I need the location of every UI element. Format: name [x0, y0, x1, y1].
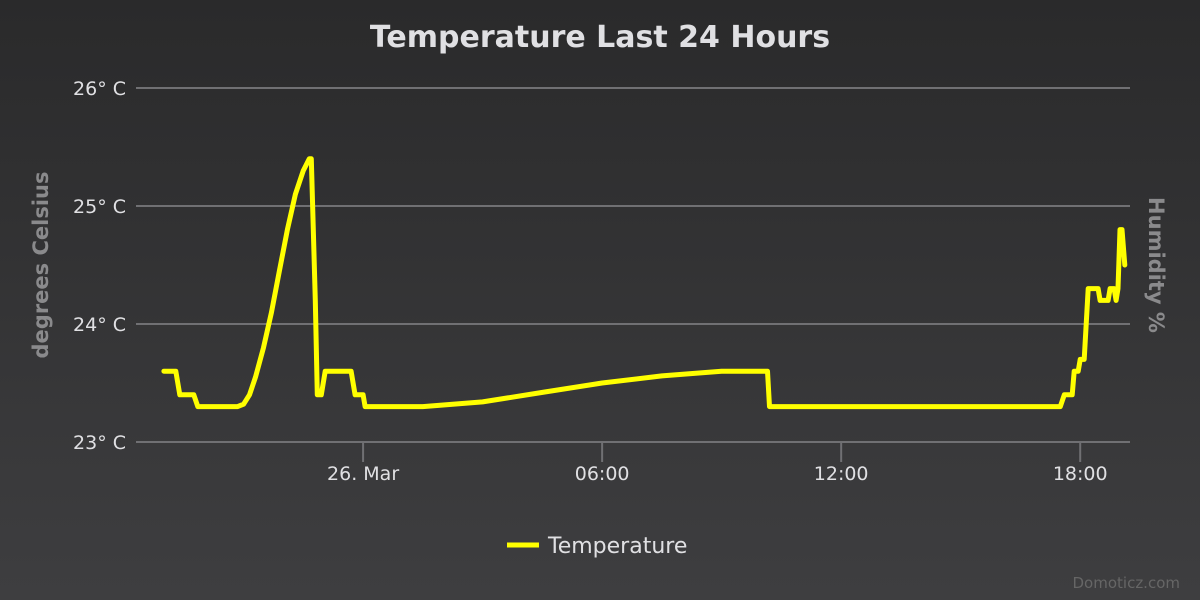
gridlines — [136, 87, 1130, 443]
y-tick-label: 26° C — [73, 78, 126, 100]
x-axis — [136, 441, 1130, 462]
x-tick-label: 06:00 — [575, 463, 630, 485]
legend-label-temperature[interactable]: Temperature — [547, 534, 687, 559]
series-line-temperature[interactable] — [161, 156, 1128, 410]
y-axis-tick-labels: 23° C 24° C 25° C 26° C — [73, 78, 126, 454]
y-tick-label: 24° C — [73, 314, 126, 336]
y-tick-label: 23° C — [73, 432, 126, 454]
legend[interactable]: Temperature — [507, 534, 687, 559]
credit-link[interactable]: Domoticz.com — [1073, 574, 1181, 592]
series-group — [161, 156, 1128, 410]
y-tick-label: 25° C — [73, 196, 126, 218]
y-axis-right-title: Humidity % — [1144, 197, 1168, 333]
x-tick-label: 18:00 — [1053, 463, 1108, 485]
x-tick-label: 12:00 — [814, 463, 869, 485]
x-tick-label: 26. Mar — [327, 463, 399, 485]
chart-title: Temperature Last 24 Hours — [370, 20, 830, 55]
y-axis-title: degrees Celsius — [29, 172, 53, 359]
x-axis-tick-labels: 26. Mar 06:00 12:00 18:00 — [327, 463, 1108, 485]
